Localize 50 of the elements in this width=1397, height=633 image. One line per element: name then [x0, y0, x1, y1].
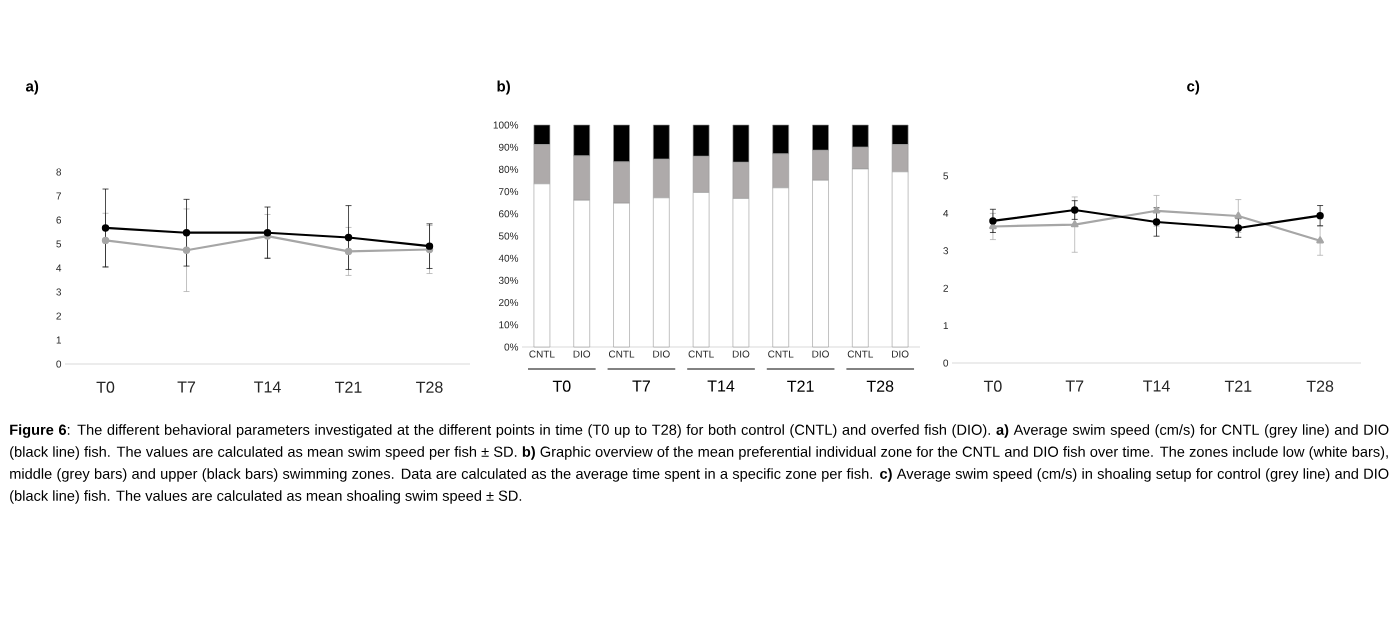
y-tick-label: 90% [498, 143, 519, 151]
y-tick-label: 70% [499, 188, 519, 196]
x-tick-label: T0 [96, 381, 115, 393]
y-tick-label: 3 [56, 288, 62, 296]
y-tick-label: 40% [498, 254, 519, 262]
x-tick-label: T28 [1306, 380, 1334, 392]
x-tick-label: T21 [335, 381, 362, 393]
y-tick-label: 100% [493, 121, 519, 129]
text: Figure 6: The different behavioral parameters investigated at the different points in time (T0 up to T28) for both control (CNTL) and overfed fish (DIO). a) Average swim speed (cm/s) for CNTL (grey line) and DIO (black line) fish. The values are calculated as mean swim speed per fish ± SD. b) Graphic overview of the mean preferential individual zone for the CNTL and DIO fish over time. The zones include low (white bars), middle (grey bars) and upper (black bars) swimming zones. Data are calculated as the average time spent in a specific zone per fish. c) Average swim speed (cm/s) in shoaling setup for control (grey line) and DIO (black line) fish. The values are calculated as mean shoaling swim speed ± SD. [10, 424, 1389, 504]
x-tick-label: T7 [1065, 380, 1084, 392]
x-tick-label: T28 [416, 381, 443, 393]
x-tick-label: T14 [254, 381, 281, 393]
x-tick-label: DIO [892, 350, 909, 358]
y-tick-label: 7 [56, 192, 61, 200]
y-tick-label: 5 [943, 172, 949, 180]
x-tick-label: T21 [1224, 380, 1252, 392]
y-tick-label: 4 [56, 264, 62, 272]
x-tick-label: CNTL [768, 350, 794, 358]
y-tick-label: 0% [504, 343, 519, 351]
x-tick-label: CNTL [608, 350, 635, 358]
y-tick-label: 80% [498, 165, 519, 173]
y-tick-label: 8 [56, 168, 62, 176]
x-tick-label: T7 [177, 381, 196, 393]
y-tick-label: 50% [498, 232, 519, 240]
y-tick-label: 6 [56, 216, 62, 224]
x-tick-label: DIO [732, 350, 750, 358]
y-tick-label: 30% [498, 276, 519, 284]
y-tick-label: 2 [56, 312, 61, 320]
chart-title: b) [497, 80, 510, 95]
y-tick-label: 60% [499, 210, 519, 218]
y-tick-label: 4 [943, 209, 949, 217]
x-tick-label: DIO [573, 350, 591, 358]
y-tick-label: 3 [943, 247, 949, 255]
y-tick-label: 1 [56, 336, 62, 344]
x-tick-label: DIO [653, 350, 670, 358]
x-tick-label: DIO [812, 350, 829, 358]
y-tick-label: 0 [56, 360, 62, 368]
x-tick-label: CNTL [529, 350, 555, 358]
y-tick-label: 5 [56, 240, 62, 248]
y-tick-label: 1 [943, 322, 949, 330]
y-tick-label: 10% [499, 321, 519, 329]
y-tick-label: 0 [943, 359, 949, 367]
x-tick-label: CNTL [847, 350, 874, 358]
x-tick-label: CNTL [688, 350, 714, 358]
chart-title: a) [25, 80, 39, 95]
y-tick-label: 2 [943, 284, 948, 292]
x-tick-label: T14 [1143, 380, 1170, 392]
x-tick-label: T0 [983, 380, 1002, 392]
y-tick-label: 20% [498, 299, 519, 307]
chart-title: c) [1187, 80, 1200, 95]
